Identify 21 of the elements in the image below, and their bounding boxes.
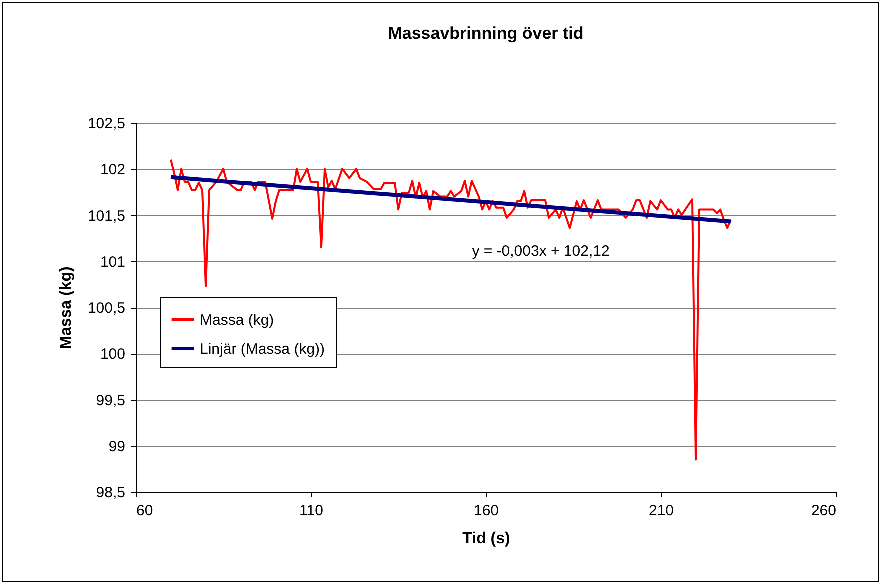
x-tick-label: 160 [474, 502, 500, 520]
y-tick-label: 100 [100, 346, 126, 364]
annotation: y = -0,003x + 102,12 [472, 243, 610, 260]
y-tick-label: 102 [100, 162, 126, 179]
x-tick-label: 260 [811, 502, 836, 520]
line-series [170, 158, 732, 461]
legend-label: Massa (kg) [200, 312, 274, 329]
y-tick-label: 98,5 [96, 484, 126, 502]
y-tick-label: 99 [108, 438, 126, 456]
x-tick-label: 110 [300, 502, 324, 520]
y-tick-label: 102,5 [88, 116, 126, 132]
x-tick-label: 60 [136, 502, 154, 520]
y-axis-title: Massa (kg) [58, 266, 75, 350]
y-tick-label: 101,5 [88, 208, 126, 225]
legend-label: Linjär (Massa (kg)) [200, 341, 326, 358]
y-tick-label: 101 [100, 254, 126, 271]
chart-title: Massavbrinning över tid [388, 24, 584, 43]
x-tick-label: 210 [648, 502, 674, 520]
x-axis-title: Tid (s) [462, 530, 510, 548]
y-tick-label: 99,5 [96, 392, 126, 410]
y-tick-label: 100,5 [88, 300, 126, 317]
